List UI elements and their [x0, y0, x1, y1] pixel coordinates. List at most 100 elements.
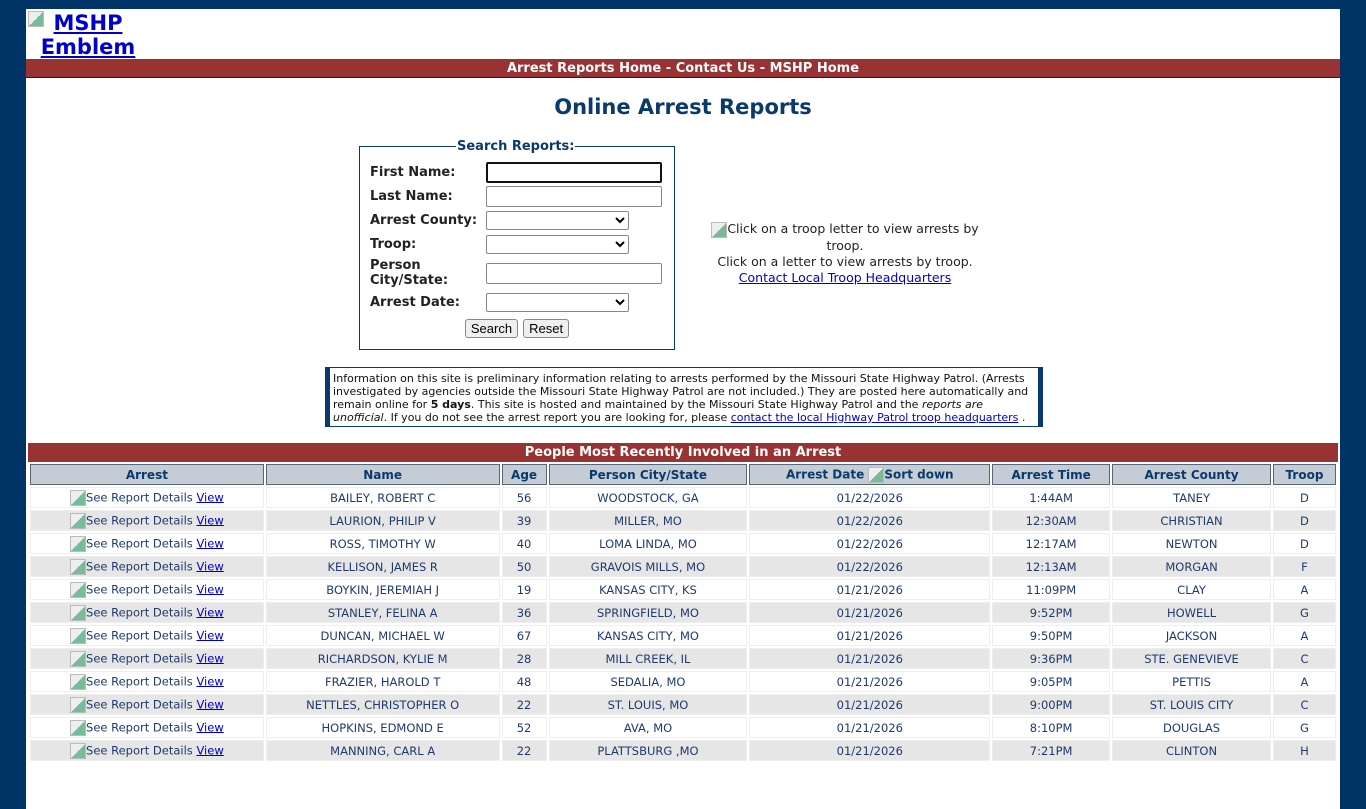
column-header-label: Arrest Date — [785, 467, 865, 481]
info-italic: reports are unofficial — [333, 398, 984, 424]
details-alt: See Report Details — [86, 651, 193, 665]
arrest-cell: See Report Details View — [30, 602, 264, 623]
time-cell: 1:44AM — [992, 487, 1111, 508]
name-cell: HOPKINS, EDMOND E — [265, 717, 500, 738]
arrest-cell: See Report Details View — [30, 671, 264, 692]
sort-alt: Sort down — [884, 467, 954, 481]
column-header: Arrest County — [1112, 464, 1271, 485]
name-cell: BAILEY, ROBERT C — [265, 487, 500, 508]
report-details-icon[interactable] — [70, 627, 87, 644]
report-details-icon[interactable] — [70, 581, 87, 598]
name-cell: KELLISON, JAMES R — [265, 556, 500, 577]
logo[interactable]: MSHP Emblem — [28, 11, 148, 59]
troop-cell: A — [1272, 671, 1336, 692]
view-link[interactable]: View — [196, 582, 224, 596]
arrest-cell: See Report Details View — [30, 556, 264, 577]
nav-bar: Arrest Reports Home - Contact Us - MSHP … — [26, 59, 1340, 78]
details-alt: See Report Details — [86, 536, 193, 550]
table-row: See Report Details View HOPKINS, EDMOND E… — [30, 717, 1336, 738]
info-box: Information on this site is preliminary … — [325, 367, 1043, 427]
view-link[interactable]: View — [196, 697, 224, 711]
column-header[interactable]: Arrest Date Sort down — [749, 464, 991, 485]
troop-cell: G — [1272, 602, 1336, 623]
column-header-label: Arrest County — [1144, 467, 1239, 482]
report-details-icon[interactable] — [70, 650, 87, 667]
report-details-icon[interactable] — [70, 512, 87, 529]
view-link[interactable]: View — [196, 674, 224, 688]
report-details-icon[interactable] — [70, 719, 87, 736]
time-cell: 11:09PM — [992, 579, 1111, 600]
logo-link[interactable]: MSHP Emblem — [40, 11, 136, 59]
arrests-section: People Most Recently Involved in an Arre… — [28, 443, 1338, 763]
date-cell: 01/21/2026 — [749, 648, 991, 669]
arrest-cell: See Report Details View — [30, 740, 264, 761]
report-details-icon[interactable] — [70, 673, 87, 690]
column-header-label: Name — [363, 467, 403, 482]
time-cell: 12:17AM — [992, 533, 1111, 554]
nav-contact-us[interactable]: Contact Us — [675, 61, 756, 76]
view-link[interactable]: View — [196, 720, 224, 734]
nav-arrest-reports-home[interactable]: Arrest Reports Home — [506, 61, 662, 76]
view-link[interactable]: View — [196, 743, 224, 757]
troop-cell: D — [1272, 510, 1336, 531]
report-details-icon[interactable] — [70, 696, 87, 713]
report-details-icon[interactable] — [70, 558, 87, 575]
date-cell: 01/22/2026 — [749, 510, 991, 531]
date-select[interactable] — [486, 292, 629, 312]
time-cell: 9:36PM — [992, 648, 1111, 669]
troop-cell: D — [1272, 487, 1336, 508]
county-cell: DOUGLAS — [1112, 717, 1271, 738]
report-details-icon[interactable] — [70, 742, 87, 759]
county-cell: HOWELL — [1112, 602, 1271, 623]
column-header: Name — [265, 464, 500, 485]
details-alt: See Report Details — [86, 674, 193, 688]
view-link[interactable]: View — [196, 559, 224, 573]
time-cell: 9:00PM — [992, 694, 1111, 715]
first-name-input[interactable] — [486, 161, 662, 183]
view-link[interactable]: View — [196, 628, 224, 642]
troop-cell: A — [1272, 579, 1336, 600]
arrest-cell: See Report Details View — [30, 579, 264, 600]
date-label: Arrest Date: — [370, 294, 460, 310]
arrest-cell: See Report Details View — [30, 533, 264, 554]
name-cell: FRAZIER, HAROLD T — [265, 671, 500, 692]
details-alt: See Report Details — [86, 628, 193, 642]
table-row: See Report Details View NETTLES, CHRISTOP… — [30, 694, 1336, 715]
contact-hq-link[interactable]: contact the local Highway Patrol troop h… — [730, 411, 1019, 424]
arrest-cell: See Report Details View — [30, 694, 264, 715]
sort-down-icon[interactable] — [868, 466, 885, 483]
last-name-input[interactable] — [486, 185, 662, 207]
view-link[interactable]: View — [196, 513, 224, 527]
county-cell: JACKSON — [1112, 625, 1271, 646]
county-select[interactable] — [486, 210, 629, 230]
column-header: Arrest Time — [992, 464, 1111, 485]
contact-troop-link[interactable]: Contact Local Troop Headquarters — [738, 269, 952, 285]
age-cell: 36 — [501, 602, 547, 623]
city-cell: KANSAS CITY, KS — [548, 579, 748, 600]
troop-map-image[interactable]: Click on a troop letter to view arrests … — [694, 221, 996, 254]
report-details-icon[interactable] — [70, 535, 87, 552]
search-button[interactable]: Search — [464, 319, 519, 338]
troop-cell: C — [1272, 694, 1336, 715]
city-input[interactable] — [486, 262, 662, 284]
table-row: See Report Details View LAURION, PHILIP V… — [30, 510, 1336, 531]
troop-map-alt: Click on a troop letter to view arrests … — [727, 221, 979, 253]
view-link[interactable]: View — [196, 605, 224, 619]
page-title: Online Arrest Reports — [554, 95, 812, 119]
column-header: Arrest — [30, 464, 264, 485]
city-cell: LOMA LINDA, MO — [548, 533, 748, 554]
view-link[interactable]: View — [196, 651, 224, 665]
troop-map-caption: Click on a letter to view arrests by tro… — [717, 253, 973, 269]
report-details-icon[interactable] — [70, 604, 87, 621]
nav-mshp-home[interactable]: MSHP Home — [769, 61, 860, 76]
details-alt: See Report Details — [86, 490, 193, 504]
view-link[interactable]: View — [196, 536, 224, 550]
age-cell: 40 — [501, 533, 547, 554]
reset-button[interactable]: Reset — [523, 319, 570, 338]
details-alt: See Report Details — [86, 605, 193, 619]
table-row: See Report Details View MANNING, CARL A 22… — [30, 740, 1336, 761]
troop-select[interactable] — [486, 234, 629, 254]
report-details-icon[interactable] — [70, 489, 87, 506]
view-link[interactable]: View — [196, 490, 224, 504]
